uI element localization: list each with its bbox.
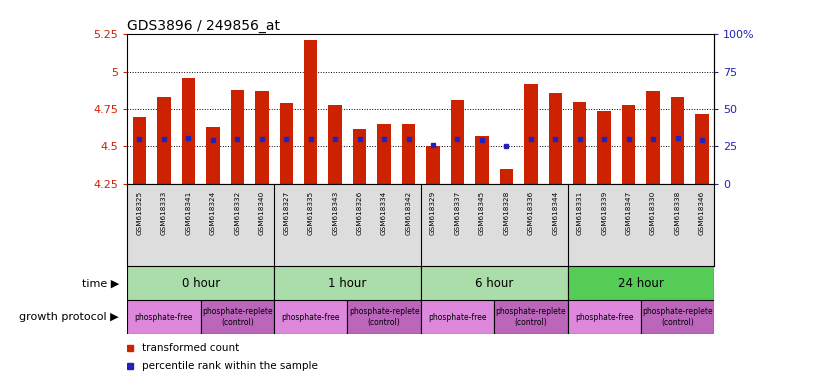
Bar <box>421 300 494 334</box>
Bar <box>567 300 641 334</box>
Bar <box>279 103 293 184</box>
Text: phosphate-free: phosphate-free <box>575 313 634 322</box>
Text: GSM618343: GSM618343 <box>333 190 338 235</box>
Bar <box>524 84 538 184</box>
Text: phosphate-replete
(control): phosphate-replete (control) <box>642 308 713 327</box>
Text: GSM618335: GSM618335 <box>308 190 314 235</box>
Text: time ▶: time ▶ <box>82 278 119 288</box>
Bar <box>500 169 513 184</box>
Text: GSM618327: GSM618327 <box>283 190 289 235</box>
Text: GSM618339: GSM618339 <box>601 190 608 235</box>
Text: GSM618344: GSM618344 <box>553 190 558 235</box>
Text: GSM618324: GSM618324 <box>210 190 216 235</box>
Bar <box>127 266 274 300</box>
Text: GSM618347: GSM618347 <box>626 190 631 235</box>
Text: phosphate-free: phosphate-free <box>282 313 340 322</box>
Text: GSM618334: GSM618334 <box>381 190 387 235</box>
Text: GSM618328: GSM618328 <box>503 190 509 235</box>
Text: 0 hour: 0 hour <box>181 277 220 290</box>
Text: phosphate-replete
(control): phosphate-replete (control) <box>202 308 273 327</box>
Bar <box>181 78 195 184</box>
Text: 1 hour: 1 hour <box>328 277 366 290</box>
Text: GSM618341: GSM618341 <box>186 190 191 235</box>
Bar <box>157 97 171 184</box>
Text: 6 hour: 6 hour <box>475 277 513 290</box>
Bar <box>255 91 268 184</box>
Text: percentile rank within the sample: percentile rank within the sample <box>142 361 318 371</box>
Bar <box>274 300 347 334</box>
Bar <box>401 124 415 184</box>
Bar <box>133 117 146 184</box>
Text: phosphate-free: phosphate-free <box>429 313 487 322</box>
Text: growth protocol ▶: growth protocol ▶ <box>20 312 119 322</box>
Text: GSM618331: GSM618331 <box>576 190 583 235</box>
Bar <box>671 97 685 184</box>
Bar <box>200 300 274 334</box>
Bar <box>127 300 200 334</box>
Bar <box>695 114 709 184</box>
Bar <box>646 91 660 184</box>
Bar <box>304 40 318 184</box>
Text: GDS3896 / 249856_at: GDS3896 / 249856_at <box>127 19 280 33</box>
Bar <box>421 266 567 300</box>
Text: GSM618333: GSM618333 <box>161 190 167 235</box>
Text: GSM618326: GSM618326 <box>356 190 363 235</box>
Bar <box>622 104 635 184</box>
Text: GSM618329: GSM618329 <box>430 190 436 235</box>
Bar <box>598 111 611 184</box>
Text: GSM618345: GSM618345 <box>479 190 485 235</box>
Text: GSM618336: GSM618336 <box>528 190 534 235</box>
Text: phosphate-free: phosphate-free <box>135 313 193 322</box>
Bar <box>206 127 219 184</box>
Bar <box>347 300 421 334</box>
Text: GSM618340: GSM618340 <box>259 190 265 235</box>
Text: 24 hour: 24 hour <box>618 277 664 290</box>
Bar <box>274 266 421 300</box>
Bar <box>641 300 714 334</box>
Text: GSM618338: GSM618338 <box>675 190 681 235</box>
Text: transformed count: transformed count <box>142 343 239 353</box>
Text: phosphate-replete
(control): phosphate-replete (control) <box>349 308 420 327</box>
Text: GSM618342: GSM618342 <box>406 190 411 235</box>
Bar <box>426 146 440 184</box>
Bar <box>475 136 488 184</box>
Bar <box>353 129 366 184</box>
Bar <box>378 124 391 184</box>
Text: GSM618337: GSM618337 <box>455 190 461 235</box>
Bar <box>231 89 244 184</box>
Text: GSM618330: GSM618330 <box>650 190 656 235</box>
Text: GSM618346: GSM618346 <box>699 190 705 235</box>
Text: GSM618325: GSM618325 <box>136 190 143 235</box>
Bar <box>548 93 562 184</box>
Text: GSM618332: GSM618332 <box>234 190 241 235</box>
Bar <box>494 300 567 334</box>
Bar <box>451 100 464 184</box>
Bar <box>328 104 342 184</box>
Text: phosphate-replete
(control): phosphate-replete (control) <box>496 308 566 327</box>
Bar <box>567 266 714 300</box>
Bar <box>573 101 586 184</box>
